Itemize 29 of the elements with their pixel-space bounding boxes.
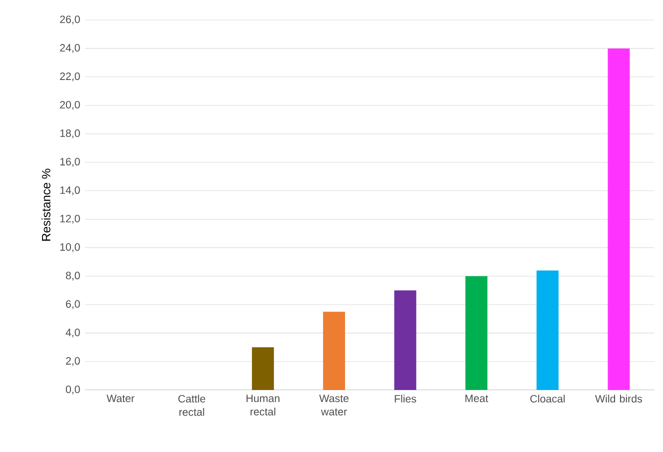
x-tick-label: Flies: [394, 394, 416, 403]
y-tick-label: 22,0: [60, 72, 80, 82]
x-tick-label: Cloacal: [530, 394, 565, 403]
y-tick-label: 24,0: [60, 44, 80, 53]
y-tick-label: 20,0: [60, 100, 80, 110]
y-tick-label: 2,0: [66, 357, 80, 366]
bar: [252, 347, 274, 390]
y-tick-label: 12,0: [60, 214, 80, 224]
y-tick-label: 18,0: [60, 129, 80, 138]
x-tick-label: Wild birds: [595, 394, 642, 403]
bar: [536, 270, 559, 390]
x-tick-label: Meat: [465, 394, 488, 402]
x-tick-label: Water: [106, 394, 134, 402]
x-tick-label: Cattle rectal: [178, 394, 206, 416]
y-tick-label: 8,0: [66, 272, 80, 281]
y-tick-label: 26,0: [60, 16, 80, 24]
x-tick-label: Human rectal: [246, 394, 280, 416]
bar: [608, 48, 630, 390]
y-tick-label: 4,0: [66, 328, 80, 338]
bar: [323, 312, 346, 390]
bar: [394, 290, 416, 390]
y-axis-title: Resistance %: [42, 168, 50, 241]
y-tick-label: 14,0: [60, 186, 80, 196]
y-tick-label: 16,0: [60, 158, 80, 167]
x-tick-label: Waste water: [319, 394, 349, 416]
y-tick-label: 0,0: [66, 386, 80, 394]
bar: [465, 276, 488, 390]
y-tick-label: 10,0: [60, 243, 80, 252]
y-tick-label: 6,0: [66, 300, 80, 310]
